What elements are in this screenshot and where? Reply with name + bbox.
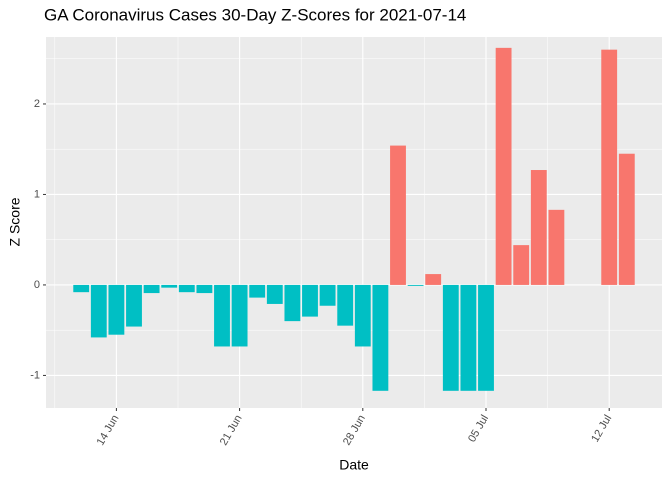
- y-tick-label: 1: [34, 188, 40, 200]
- bar: [618, 153, 635, 285]
- bar: [354, 284, 371, 347]
- bar: [513, 245, 530, 285]
- bar: [425, 274, 442, 285]
- bar: [407, 284, 424, 286]
- bar: [372, 284, 389, 391]
- bar: [548, 209, 565, 285]
- bar: [302, 284, 318, 317]
- panel: [46, 37, 662, 408]
- x-tick-label: 05 Jul: [466, 413, 491, 444]
- bar: [231, 284, 248, 347]
- bar: [126, 284, 142, 327]
- y-axis-label: Z Score: [7, 197, 23, 246]
- bar: [319, 284, 336, 306]
- bar: [530, 170, 547, 285]
- bar: [601, 49, 618, 285]
- x-tick-label: 21 Jun: [218, 413, 245, 448]
- bar: [196, 284, 213, 294]
- x-tick-label: 12 Jul: [589, 413, 614, 444]
- bar: [478, 284, 494, 391]
- bar: [178, 284, 195, 293]
- x-tick-label: 14 Jun: [95, 413, 122, 448]
- bar: [249, 284, 266, 298]
- bar: [73, 284, 90, 293]
- bar: [390, 145, 406, 285]
- bar: [284, 284, 301, 322]
- y-tick-label: 0: [34, 279, 40, 291]
- bar: [90, 284, 107, 338]
- bar: [143, 284, 160, 294]
- bar: [337, 284, 354, 326]
- chart-title: GA Coronavirus Cases 30-Day Z-Scores for…: [44, 5, 466, 24]
- bar: [266, 284, 283, 304]
- x-axis-label: Date: [339, 457, 369, 473]
- bar: [161, 284, 178, 288]
- bar: [442, 284, 459, 391]
- bar: [108, 284, 125, 335]
- y-tick-label: -1: [30, 369, 40, 381]
- bar: [495, 47, 512, 285]
- bar: [214, 284, 230, 347]
- bar: [460, 284, 477, 391]
- y-tick-label: 2: [34, 98, 40, 110]
- x-tick-label: 28 Jun: [341, 413, 368, 448]
